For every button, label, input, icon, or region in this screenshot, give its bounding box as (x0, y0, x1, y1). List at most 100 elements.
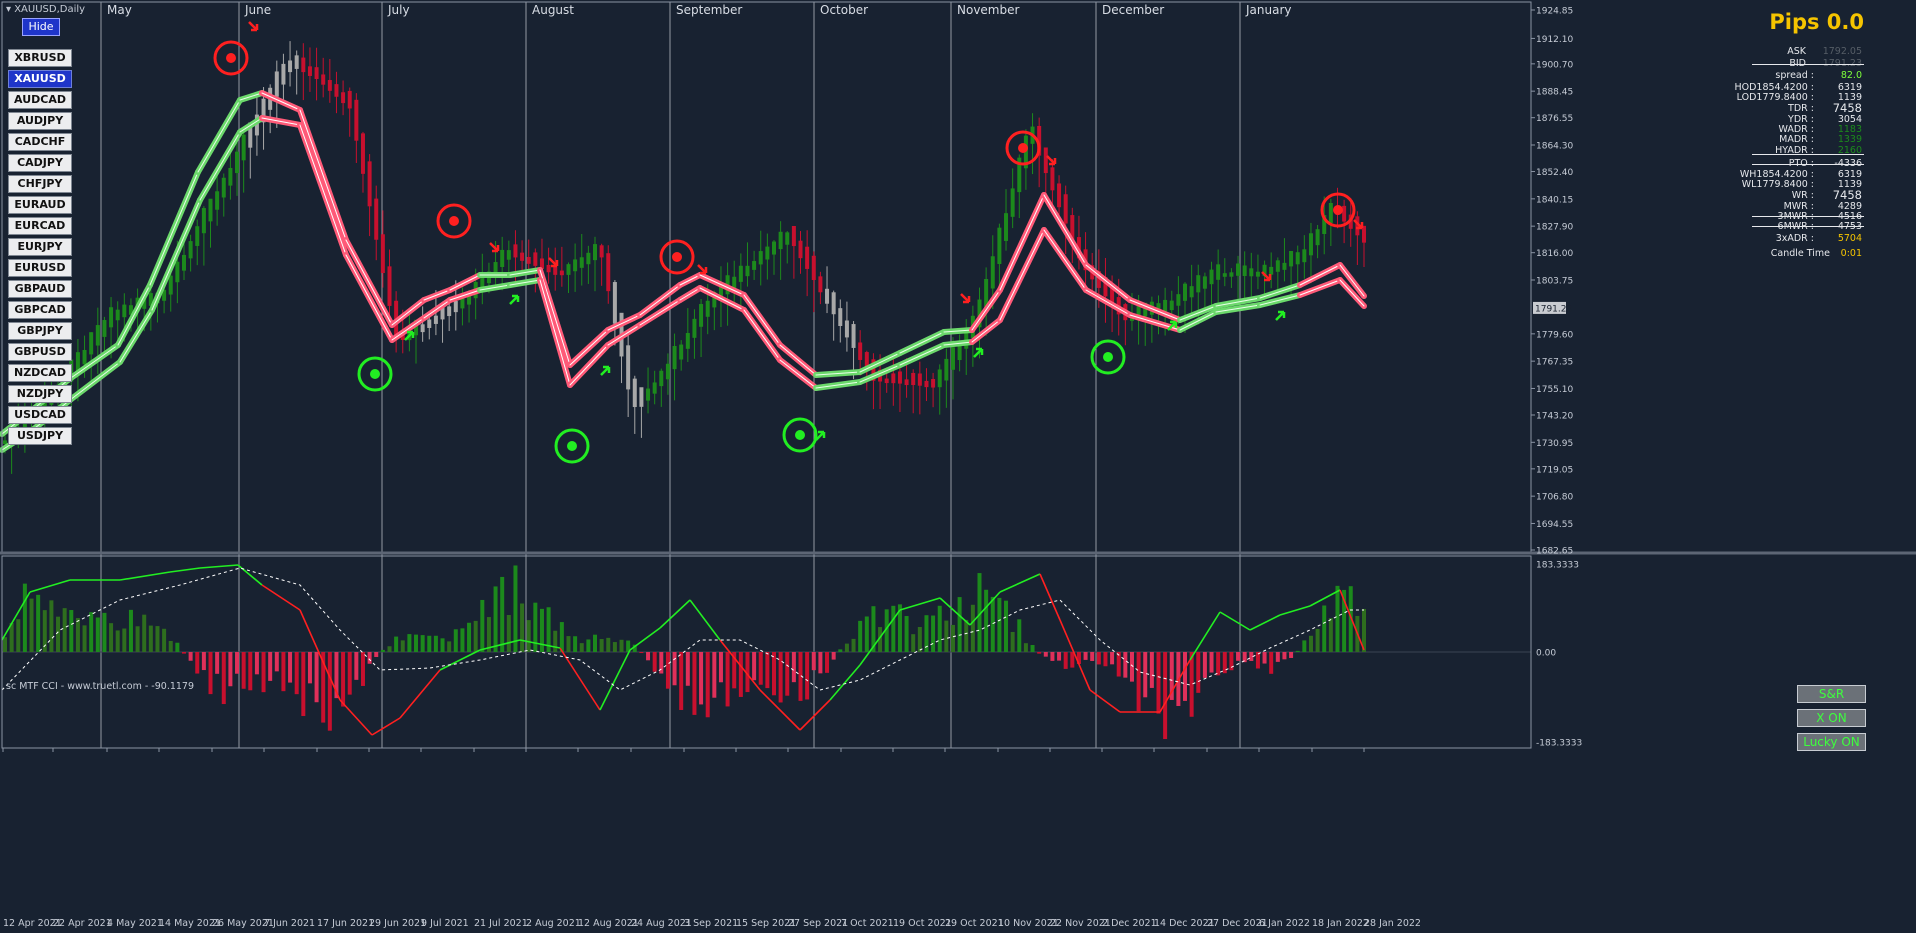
cci-tick-label: -183.3333 (1536, 739, 1582, 749)
symbol-button-cadchf[interactable]: CADCHF (8, 133, 72, 151)
symbol-button-eurusd[interactable]: EURUSD (8, 259, 72, 277)
price-bar-body (1209, 269, 1214, 285)
cci-histogram-bar (75, 618, 80, 652)
symbol-button-cadjpy[interactable]: CADJPY (8, 154, 72, 172)
cci-line-segment (339, 699, 373, 736)
cci-line-segment (759, 689, 801, 731)
ma-segment-core (423, 289, 451, 301)
cci-histogram-bar (752, 652, 757, 681)
symbol-button-audcad[interactable]: AUDCAD (8, 91, 72, 109)
price-bar-body (387, 266, 392, 306)
chart-symbol-title: ▾ XAUUSD,Daily (6, 4, 86, 15)
cci-histogram-bar (559, 622, 564, 652)
price-bar-body (327, 80, 332, 91)
cci-histogram-bar (844, 643, 849, 652)
green-signal-dot (795, 430, 805, 440)
signal-arrow-icon (404, 330, 415, 341)
cci-histogram-bar (652, 652, 657, 672)
cci-histogram-bar (858, 620, 863, 652)
symbol-button-eurcad[interactable]: EURCAD (8, 217, 72, 235)
price-bar-body (460, 297, 465, 309)
symbol-button-gbpaud[interactable]: GBPAUD (8, 280, 72, 298)
price-bar-body (89, 332, 94, 355)
price-bar-body (573, 259, 578, 272)
symbol-button-chfjpy[interactable]: CHFJPY (8, 175, 72, 193)
cci-histogram-bar (347, 652, 352, 695)
stat-value-wr: 7458 (1832, 188, 1862, 202)
symbol-button-xauusd[interactable]: XAUUSD (8, 70, 72, 88)
cci-histogram-bar (1335, 585, 1340, 652)
price-bar-body (95, 325, 100, 346)
ma-segment-core (699, 274, 745, 296)
stat-row-bid: BID 1791.23 (1752, 58, 1864, 69)
price-bar-body (897, 371, 902, 384)
symbol-button-gbpusd[interactable]: GBPUSD (8, 343, 72, 361)
cci-histogram-bar (606, 637, 611, 652)
cci-histogram-bar (725, 652, 730, 707)
cci-histogram-bar (1017, 619, 1022, 652)
date-tick-label: 27 Dec 2021 (1207, 918, 1268, 929)
cci-histogram-bar (1004, 600, 1009, 652)
symbol-button-usdjpy[interactable]: USDJPY (8, 427, 72, 445)
stat-row-wadr: WADR : 1183 (1752, 124, 1864, 135)
cci-histogram-bar (1249, 652, 1254, 661)
price-bar-body (1275, 260, 1280, 272)
cci-histogram-bar (692, 652, 697, 715)
symbol-button-gbpcad[interactable]: GBPCAD (8, 301, 72, 319)
lucky-on-button[interactable]: Lucky ON (1797, 733, 1866, 751)
price-bar-body (420, 324, 425, 333)
cci-histogram-bar (49, 600, 54, 652)
price-bar-body (1050, 167, 1055, 191)
price-bar-body (513, 244, 518, 258)
cci-line-segment (799, 699, 831, 731)
stat-label-lod: LOD1779.8400 : (1736, 92, 1814, 103)
cci-histogram-bar (1037, 652, 1042, 654)
stat-row-candle: Candle Time 0:01 (1752, 248, 1864, 259)
ma-segment-core (69, 361, 121, 401)
date-tick-label: 9 Jul 2021 (421, 918, 469, 929)
signal-arrow-icon (1261, 271, 1272, 282)
price-bar-body (1096, 271, 1101, 288)
price-tick-label: 1755.10 (1536, 385, 1573, 395)
cci-histogram-bar (931, 615, 936, 652)
cci-histogram-bar (1110, 652, 1115, 665)
ma-segment-core (149, 171, 199, 286)
ma-segment-core (391, 299, 425, 326)
price-bar-body (1004, 213, 1009, 241)
cci-line-segment (1059, 619, 1091, 691)
stat-value-ydr: 3054 (1837, 114, 1862, 125)
price-tick-label: 1719.05 (1536, 465, 1573, 475)
symbol-button-xbrusd[interactable]: XBRUSD (8, 49, 72, 67)
cci-histogram-bar (1057, 652, 1062, 661)
cci-histogram-bar (1282, 652, 1287, 660)
signal-arrow-icon (697, 264, 708, 275)
symbol-button-nzdjpy[interactable]: NZDJPY (8, 385, 72, 403)
date-tick-label: 19 Oct 2021 (893, 918, 952, 929)
price-bar-body (354, 99, 359, 141)
symbol-button-gbpjpy[interactable]: GBPJPY (8, 322, 72, 340)
cci-histogram-bar (228, 652, 233, 687)
price-bar-body (321, 74, 326, 85)
symbol-button-nzdcad[interactable]: NZDCAD (8, 364, 72, 382)
date-tick-label: 24 Aug 2021 (631, 918, 692, 929)
symbol-button-audjpy[interactable]: AUDJPY (8, 112, 72, 130)
price-bar-body (785, 232, 790, 245)
cci-histogram-bar (1295, 650, 1300, 652)
stat-label-wh: WH1854.4200 : (1739, 169, 1814, 180)
ma-segment-core (449, 274, 481, 291)
symbol-button-euraud[interactable]: EURAUD (8, 196, 72, 214)
price-bar-body (128, 305, 133, 315)
sr-button[interactable]: S&R (1797, 685, 1866, 703)
symbol-button-eurjpy[interactable]: EURJPY (8, 238, 72, 256)
hide-button[interactable]: Hide (22, 18, 60, 36)
symbol-button-usdcad[interactable]: USDCAD (8, 406, 72, 424)
price-bar-body (798, 240, 803, 259)
ma-segment-core (1339, 279, 1365, 307)
cci-line-segment (629, 627, 661, 651)
price-bar-body (599, 245, 604, 258)
x-on-button[interactable]: X ON (1797, 709, 1866, 727)
cci-line-segment (1089, 689, 1121, 713)
price-bar-body (685, 333, 690, 349)
price-bar-body (851, 324, 856, 348)
